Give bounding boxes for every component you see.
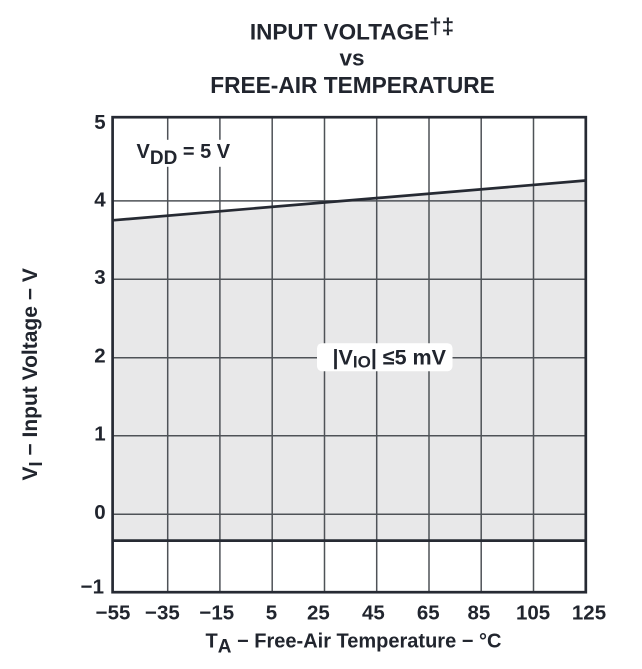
svg-text:INPUT VOLTAGE†‡: INPUT VOLTAGE†‡ <box>250 13 454 44</box>
svg-text:0: 0 <box>94 501 105 524</box>
svg-text:125: 125 <box>572 602 606 625</box>
svg-text:45: 45 <box>362 602 385 625</box>
svg-text:3: 3 <box>94 266 105 289</box>
svg-text:−15: −15 <box>199 602 234 625</box>
svg-text:1: 1 <box>94 423 105 446</box>
svg-text:−1: −1 <box>81 576 104 599</box>
svg-text:4: 4 <box>94 189 106 212</box>
svg-text:105: 105 <box>516 602 550 625</box>
svg-text:25: 25 <box>307 602 330 625</box>
svg-text:85: 85 <box>467 602 490 625</box>
svg-text:vs: vs <box>339 46 364 71</box>
svg-text:|VIO| ≤5 mV: |VIO| ≤5 mV <box>333 346 447 372</box>
svg-text:VI − Input Voltage − V: VI − Input Voltage − V <box>19 268 46 480</box>
svg-text:2: 2 <box>94 345 105 368</box>
svg-text:5: 5 <box>94 111 105 134</box>
svg-text:65: 65 <box>417 602 440 625</box>
svg-text:−35: −35 <box>145 602 180 625</box>
svg-text:FREE-AIR TEMPERATURE: FREE-AIR TEMPERATURE <box>210 72 494 98</box>
svg-text:−55: −55 <box>96 602 131 625</box>
svg-text:5: 5 <box>266 602 277 625</box>
